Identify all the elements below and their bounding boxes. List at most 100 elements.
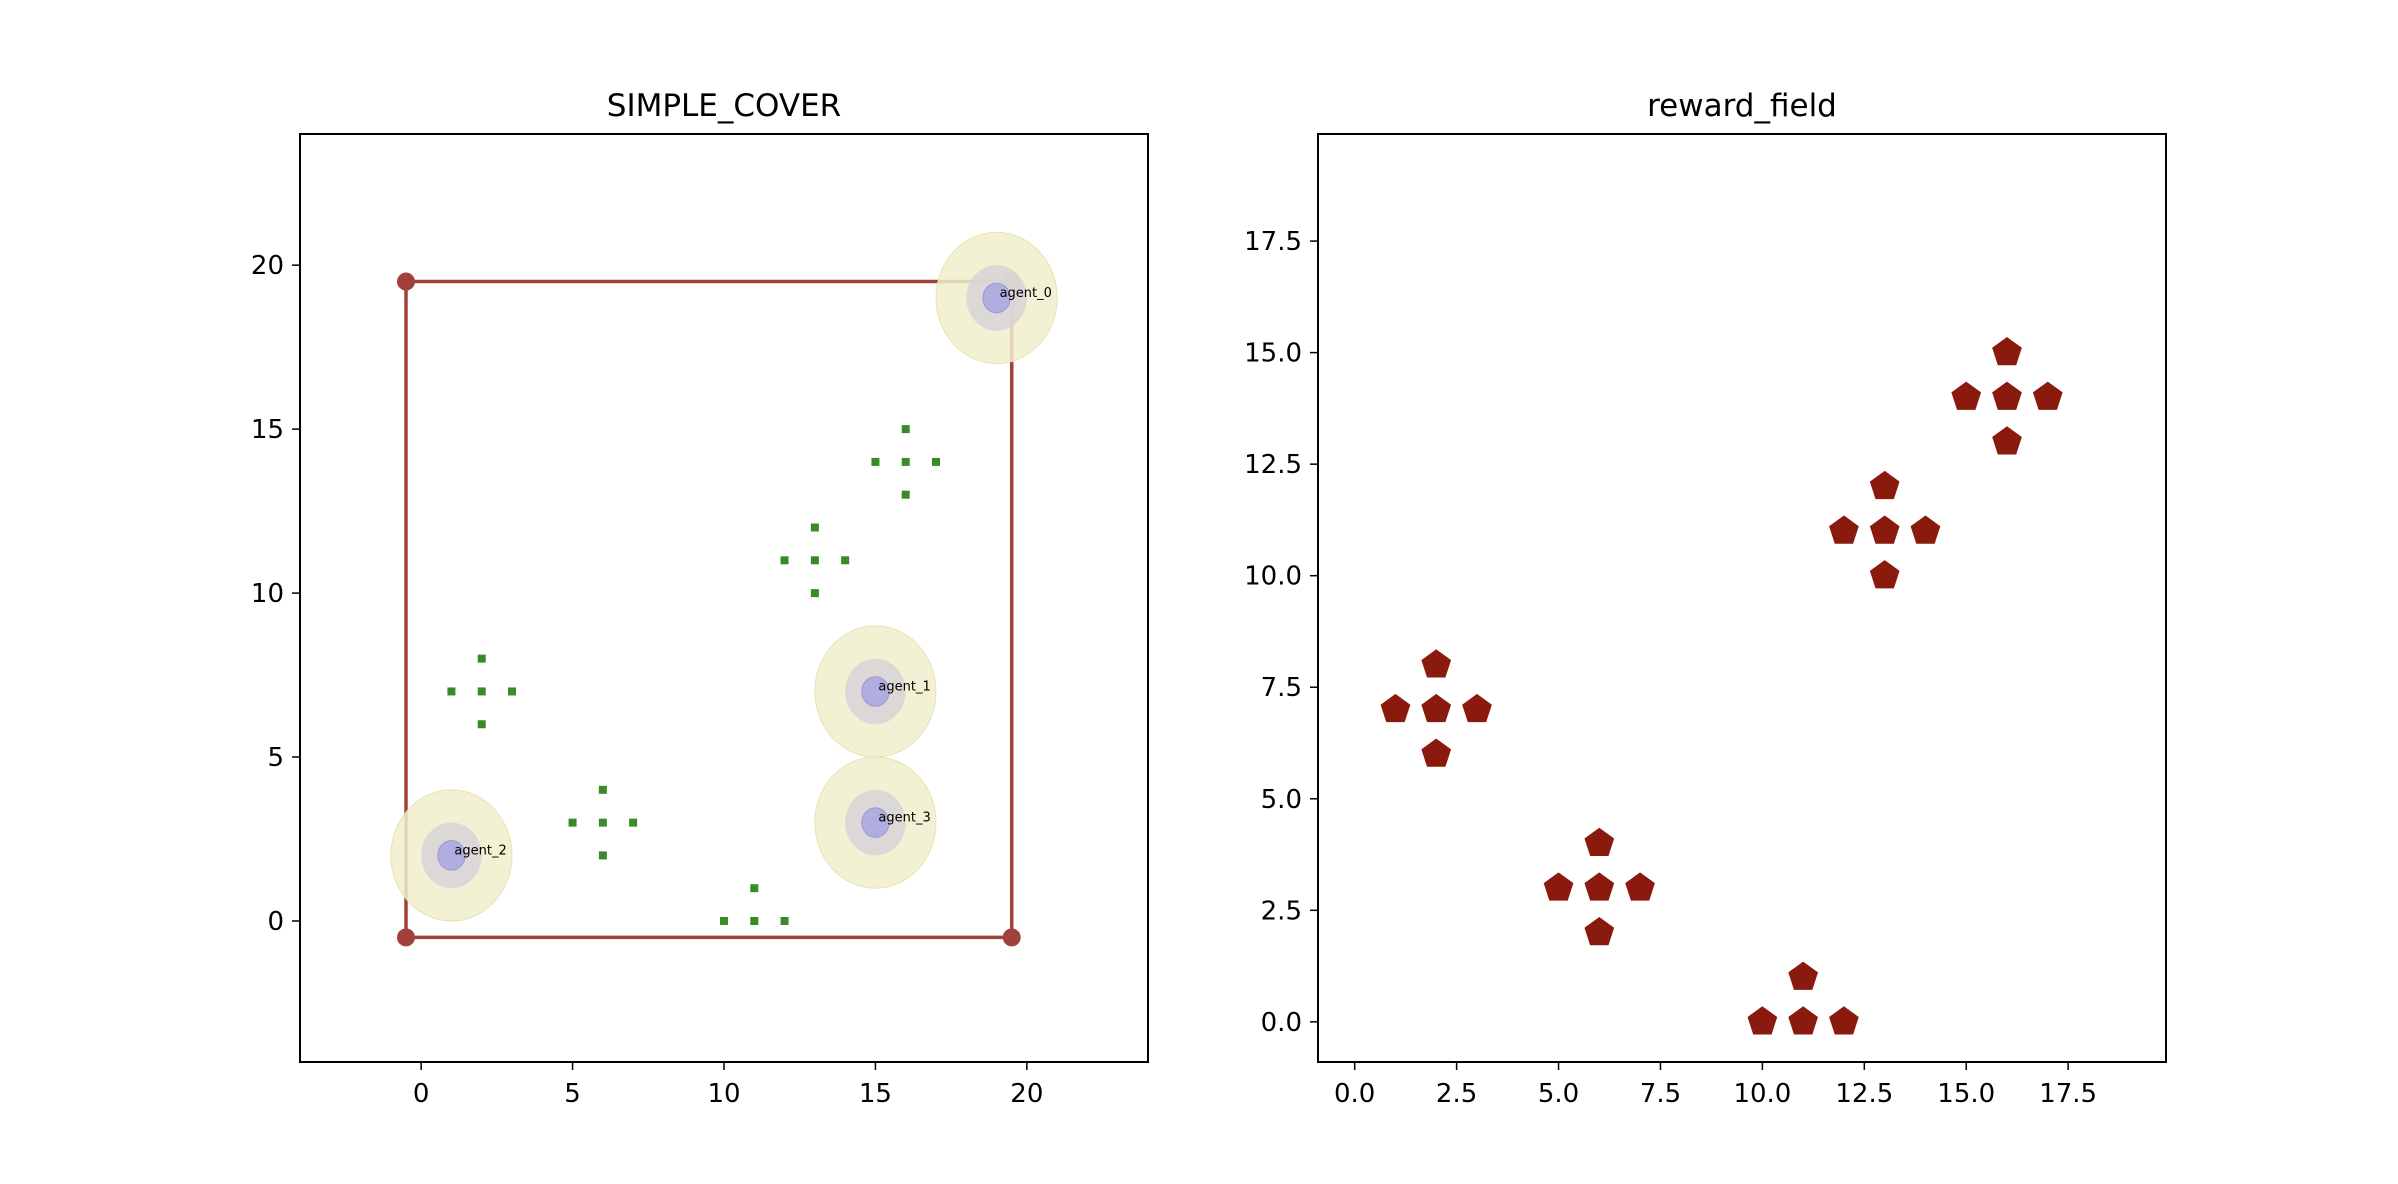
pentagon-marker [1951, 381, 1982, 410]
pentagon-marker [1543, 872, 1574, 901]
reward-point [871, 457, 880, 466]
x-tick-label: 12.5 [1835, 1079, 1893, 1109]
reward-field-panel: reward_field 0.0 2.5 5.0 7.5 10.0 12.5 15.0 17.… [1244, 88, 2167, 1109]
simple-cover-panel: SIMPLE_COVER 0 5 10 15 20 0 5 10 15 20 agent_0age… [251, 88, 1149, 1109]
axis-ticks: 0 5 10 15 20 0 5 10 15 20 [251, 251, 1043, 1109]
x-tick-label: 0 [413, 1079, 430, 1109]
reward-point [477, 720, 486, 729]
y-tick-label: 5.0 [1261, 785, 1302, 815]
chart-title: SIMPLE_COVER [607, 88, 841, 124]
reward-point [750, 916, 759, 925]
reward-points [447, 425, 940, 925]
reward-point [810, 589, 819, 598]
agent-label: agent_3 [878, 811, 930, 826]
reward-point [901, 490, 910, 499]
agent-label: agent_1 [878, 679, 930, 694]
y-tick-label: 10 [251, 579, 284, 609]
reward-point [750, 884, 759, 893]
y-tick-label: 12.5 [1244, 450, 1302, 480]
pentagon-marker [1788, 961, 1819, 990]
agent: agent_3 [814, 756, 937, 889]
reward-point [598, 785, 607, 794]
y-tick-label: 17.5 [1244, 227, 1302, 257]
pentagon-marker [1747, 1006, 1778, 1035]
agent: agent_0 [935, 231, 1058, 365]
y-tick-label: 15 [251, 415, 284, 445]
pentagon-marker [1584, 872, 1615, 901]
pentagon-marker [1584, 827, 1615, 857]
reward-point [720, 916, 728, 925]
pentagon-marker [1421, 693, 1452, 723]
x-tick-label: 17.5 [2039, 1079, 2097, 1109]
pentagon-marker [1910, 515, 1941, 544]
reward-point [598, 818, 607, 827]
agent: agent_1 [814, 625, 937, 758]
x-tick-label: 2.5 [1436, 1079, 1477, 1109]
axis-ticks: 0.0 2.5 5.0 7.5 10.0 12.5 15.0 17.5 0.0 2.5 5.0 7.5… [1244, 227, 2097, 1109]
x-tick-label: 5 [564, 1079, 581, 1109]
reward-point [901, 457, 910, 466]
reward-point [477, 654, 486, 663]
pentagon-marker [1869, 560, 1900, 589]
x-tick-label: 10 [707, 1079, 740, 1109]
x-tick-label: 7.5 [1640, 1079, 1681, 1109]
y-tick-label: 7.5 [1261, 673, 1302, 703]
y-tick-label: 20 [251, 251, 284, 281]
agent-body [861, 676, 890, 707]
pentagon-marker [1992, 426, 2022, 455]
reward-markers [1380, 337, 2063, 1035]
x-tick-label: 0.0 [1334, 1079, 1375, 1109]
pentagon-marker [1869, 515, 1900, 544]
pentagon-marker [1869, 470, 1900, 500]
agents: agent_0 agent_1 agent_2 agent_3 [390, 231, 1058, 922]
pentagon-marker [1584, 917, 1615, 946]
x-tick-label: 15.0 [1937, 1079, 1995, 1109]
reward-point [841, 556, 850, 565]
reward-point [780, 916, 789, 925]
reward-point [932, 457, 940, 466]
agent-body [861, 807, 890, 838]
pentagon-marker [1625, 872, 1655, 901]
boundary-corner [397, 272, 415, 291]
plot-frame [1317, 133, 2167, 1063]
x-tick-label: 20 [1010, 1079, 1043, 1109]
x-tick-label: 15 [859, 1079, 892, 1109]
y-tick-label: 0 [267, 907, 284, 937]
agent-label: agent_2 [454, 843, 506, 858]
reward-point [810, 523, 819, 532]
plot-frame [299, 133, 1149, 1063]
pentagon-marker [1462, 693, 1492, 723]
boundary-corner [397, 928, 415, 947]
reward-point [901, 425, 910, 434]
pentagon-marker [1992, 337, 2022, 366]
agent-body [982, 282, 1011, 314]
agent-label: agent_0 [1000, 286, 1052, 301]
reward-point [598, 851, 607, 860]
y-tick-label: 15.0 [1244, 339, 1302, 369]
reward-point [508, 687, 516, 696]
y-tick-label: 2.5 [1261, 896, 1302, 926]
pentagon-marker [2032, 381, 2063, 410]
pentagon-marker [1829, 1006, 1859, 1035]
boundary-corner [1002, 928, 1021, 947]
agent-body [437, 840, 466, 871]
pentagon-marker [1421, 738, 1452, 767]
agent: agent_2 [390, 789, 513, 922]
pentagon-marker [1421, 649, 1452, 678]
pentagon-marker [1380, 693, 1411, 723]
y-tick-label: 0.0 [1261, 1008, 1302, 1038]
pentagon-marker [1788, 1006, 1819, 1035]
pentagon-marker [1992, 381, 2022, 410]
x-tick-label: 10.0 [1733, 1079, 1791, 1109]
pentagon-marker [1829, 515, 1859, 544]
y-tick-label: 5 [267, 743, 284, 773]
reward-point [810, 556, 819, 565]
reward-point [629, 818, 638, 827]
x-tick-label: 5.0 [1538, 1079, 1579, 1109]
reward-point [447, 687, 456, 696]
y-tick-label: 10.0 [1244, 562, 1302, 592]
chart-title: reward_field [1647, 88, 1837, 124]
reward-point [568, 818, 577, 827]
reward-point [477, 687, 486, 696]
